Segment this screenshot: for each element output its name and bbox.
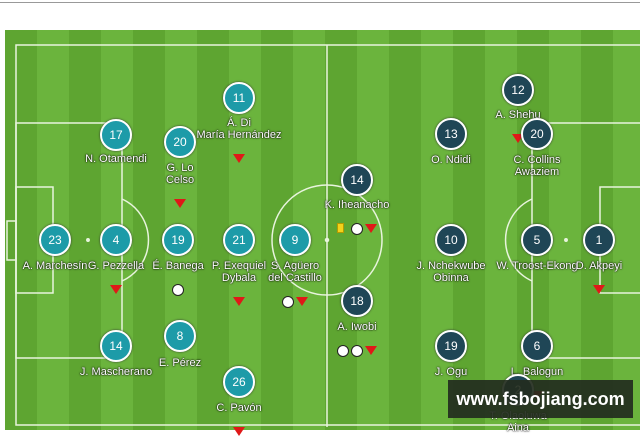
goal-ball-icon: ⚽: [172, 284, 184, 296]
shirt-number: 14: [100, 330, 132, 362]
substitution-arrow-icon: [593, 285, 605, 294]
player-name: C. Pavón: [216, 402, 262, 414]
player-name: G. Lo Celso: [165, 162, 195, 186]
substitution-arrow-icon: [233, 427, 245, 436]
substitution-arrow-icon: [233, 297, 245, 306]
player-name: C. Collins Awaziem: [513, 154, 561, 178]
player-name: N. Otamendi: [85, 153, 147, 165]
player-name: A. Iwobi: [337, 321, 377, 333]
shirt-number: 20: [164, 126, 196, 158]
shirt-number: 19: [435, 330, 467, 362]
shirt-number: 17: [100, 119, 132, 151]
shirt-number: 4: [100, 224, 132, 256]
shirt-number: 19: [162, 224, 194, 256]
player-name: K. Iheanacho: [324, 199, 390, 211]
shirt-number: 20: [521, 118, 553, 150]
shirt-number: 11: [223, 82, 255, 114]
player-name: W. Troost-Ekong: [496, 260, 578, 272]
shirt-number: 5: [521, 224, 553, 256]
yellow-card-icon: [337, 223, 344, 233]
divider: [0, 2, 640, 3]
substitution-arrow-icon: [296, 297, 308, 306]
player-name: E. Pérez: [158, 357, 202, 369]
substitution-arrow-icon: [512, 134, 524, 143]
shirt-number: 10: [435, 224, 467, 256]
player-name: J. Mascherano: [79, 366, 153, 378]
shirt-number: 8: [164, 320, 196, 352]
shirt-number: 12: [502, 74, 534, 106]
shirt-number: 6: [521, 330, 553, 362]
substitution-arrow-icon: [174, 199, 186, 208]
player-name: A. Shehu: [495, 109, 541, 121]
player-name: É. Banega: [152, 260, 204, 272]
goal-ball-icon: ⚽: [351, 345, 363, 357]
player-name: P. Exequiel Dybala: [211, 260, 267, 284]
goal-ball-icon: ⚽: [337, 345, 349, 357]
shirt-number: 26: [223, 366, 255, 398]
goal-ball-icon: ⚽: [351, 223, 363, 235]
goal-ball-icon: ⚽: [282, 296, 294, 308]
watermark: www.fsbojiang.com: [448, 380, 633, 418]
player-name: J. Nchekwube Obinna: [416, 260, 486, 284]
player-name: G. Pezzella: [87, 260, 145, 272]
substitution-arrow-icon: [233, 154, 245, 163]
substitution-arrow-icon: [365, 346, 377, 355]
player-name: D. Akpeyi: [575, 260, 623, 272]
shirt-number: 18: [341, 285, 373, 317]
substitution-arrow-icon: [365, 224, 377, 233]
shirt-number: 1: [583, 224, 615, 256]
player-name: O. Ndidi: [431, 154, 471, 166]
player-name: L. Balogun: [510, 366, 564, 378]
pitch-lines: [6, 44, 640, 427]
shirt-number: 23: [39, 224, 71, 256]
shirt-number: 21: [223, 224, 255, 256]
substitution-arrow-icon: [110, 285, 122, 294]
shirt-number: 13: [435, 118, 467, 150]
player-name: Á. Di María Hernández: [196, 117, 282, 141]
player-name: A. Marchesín: [22, 260, 88, 272]
player-name: J. Ogu: [434, 366, 468, 378]
shirt-number: 9: [279, 224, 311, 256]
shirt-number: 14: [341, 164, 373, 196]
player-name: S. Agüero del Castillo: [268, 260, 322, 284]
